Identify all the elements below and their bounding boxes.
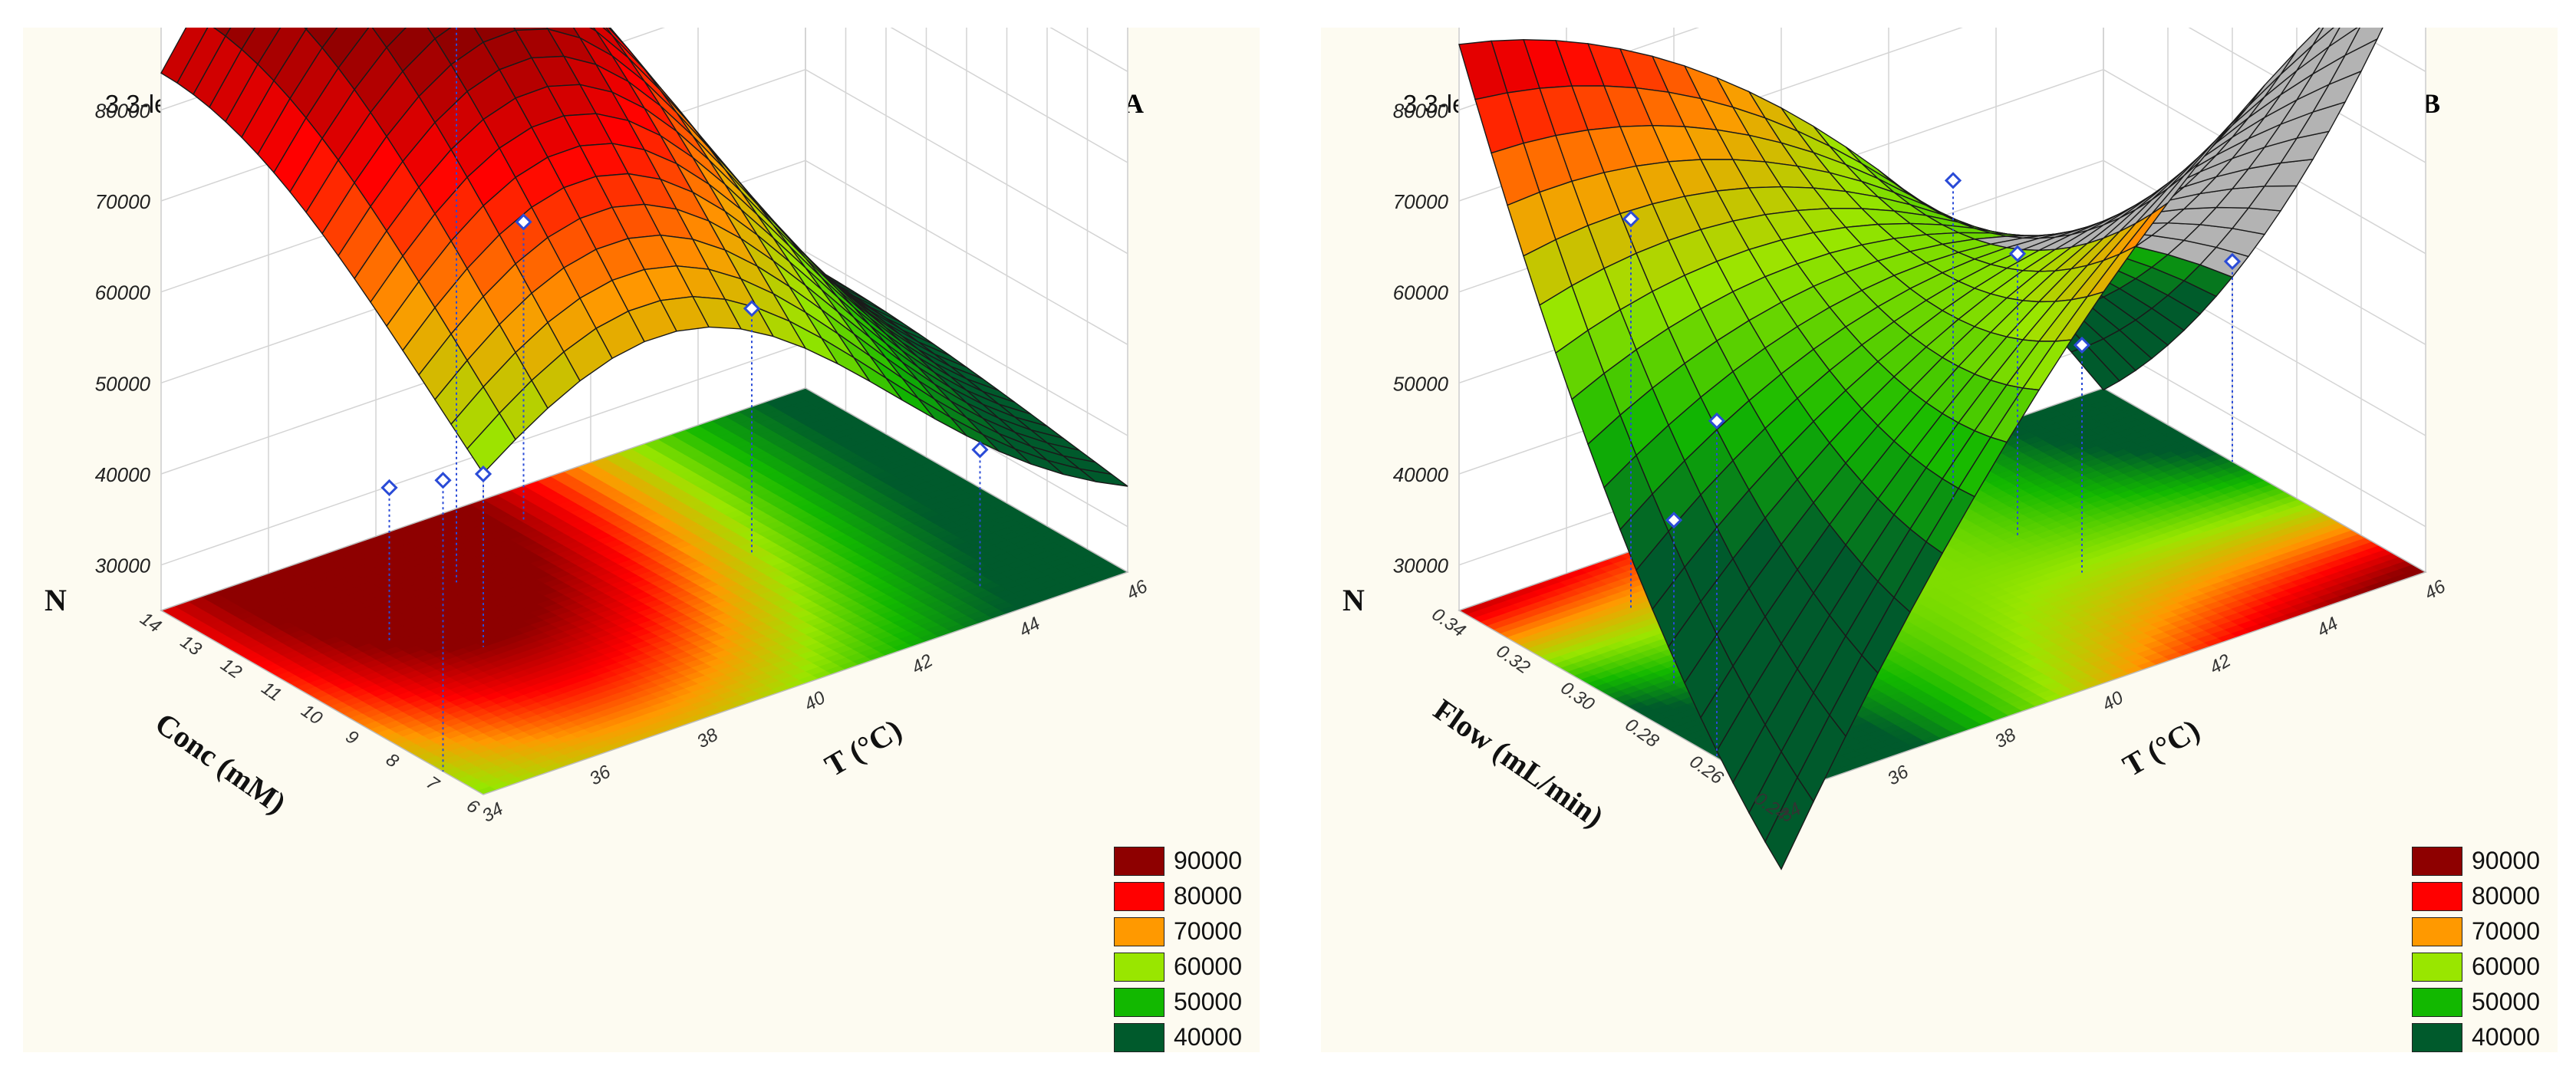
legend-label: 90000	[1174, 847, 1242, 874]
legend-entry: 60000	[1114, 949, 1260, 985]
data-point	[474, 465, 492, 483]
legend-swatch	[1114, 847, 1164, 876]
x-tick-label: 38	[693, 724, 722, 752]
surface-plot: 1E590000800007000060000500004000030000N0…	[1342, 28, 2449, 870]
grid-line	[160, 251, 1128, 475]
legend-label: 60000	[1174, 953, 1242, 980]
x-tick-label: 42	[908, 650, 937, 679]
legend-entry: 40000	[1114, 1020, 1260, 1052]
legend-swatch	[1114, 1023, 1164, 1052]
data-point	[743, 300, 761, 318]
y-axis-label: Conc (mM)	[149, 706, 292, 821]
z-tick-label: 90000	[95, 28, 151, 31]
legend-label: 50000	[1174, 988, 1242, 1015]
floor-contour	[160, 387, 1128, 795]
x-tick-label: 46	[1123, 576, 1151, 604]
legend-label: 80000	[1174, 882, 1242, 910]
legend: 90000 80000 70000 60000 50000 40000	[1114, 844, 1260, 1052]
y-tick-label: 13	[176, 631, 206, 660]
fitted-surface	[160, 28, 1128, 487]
panel-a: Fitted Surface; Variable: N 3 3-level fa…	[23, 28, 1260, 1052]
z-tick-label: 40000	[95, 463, 151, 486]
legend-entry: 90000	[1114, 844, 1260, 879]
legend-swatch	[1114, 917, 1164, 946]
x-tick-label: 36	[586, 761, 614, 789]
data-point	[971, 441, 989, 459]
z-tick-label: 50000	[95, 372, 151, 395]
y-tick-label: 9	[342, 726, 362, 749]
y-tick-label: 10	[298, 700, 327, 729]
legend-swatch	[1114, 988, 1164, 1017]
y-tick-label: 14	[137, 608, 165, 637]
z-tick-label: 30000	[95, 554, 151, 577]
y-tick-label: 6	[463, 795, 483, 818]
x-axis-label: T (°C)	[819, 712, 908, 783]
y-tick-label: 12	[217, 654, 245, 683]
y-tick-label: 8	[382, 749, 403, 772]
data-point	[434, 472, 452, 489]
z-tick-label: 60000	[95, 281, 151, 304]
z-axis-label: N	[44, 583, 67, 617]
z-tick-label: 70000	[95, 190, 151, 213]
surface-plot: 1E590000800007000060000500004000030000N6…	[44, 28, 1151, 827]
legend-entry: 80000	[1114, 879, 1260, 914]
panel-b: Fitted Surface; Variable: N 3 3-level fa…	[1321, 28, 2558, 1052]
data-point	[515, 213, 532, 231]
x-tick-label: 34	[479, 798, 507, 827]
legend-label: 70000	[1174, 917, 1242, 945]
legend-label: 40000	[1174, 1023, 1242, 1051]
legend-entry: 50000	[1114, 985, 1260, 1020]
y-tick-label: 11	[258, 678, 285, 706]
surface-cell	[466, 412, 516, 475]
z-tick-label: 80000	[95, 99, 151, 122]
legend-swatch	[1114, 882, 1164, 911]
x-tick-label: 40	[801, 687, 829, 716]
legend-entry: 70000	[1114, 914, 1260, 949]
grid-line	[1458, 28, 2426, 111]
floor-edge	[160, 387, 1129, 795]
legend-swatch	[1114, 953, 1164, 982]
y-tick-label: 7	[423, 772, 444, 796]
data-point	[380, 479, 398, 497]
x-tick-label: 44	[1016, 613, 1044, 641]
